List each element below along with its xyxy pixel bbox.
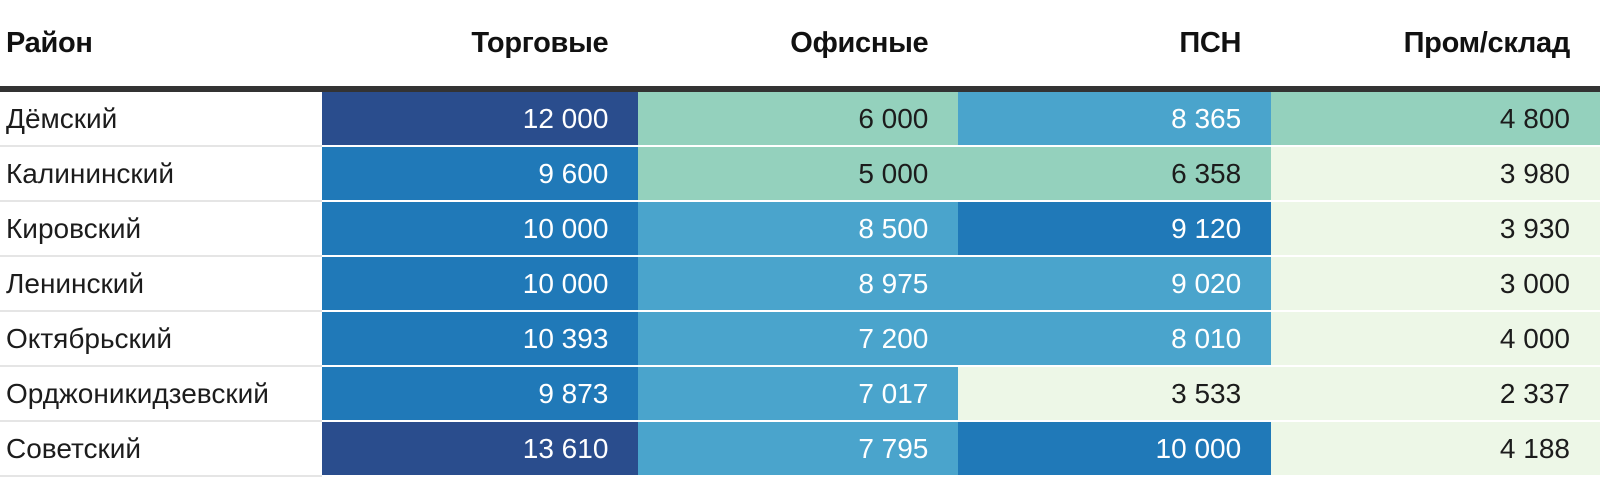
table-row: Октябрьский 10 393 7 200 8 010 4 000	[0, 312, 1600, 367]
district-name: Дёмский	[0, 92, 322, 147]
column-header-torgovye: Торговые	[471, 26, 609, 59]
heat-cell: 13 610	[321, 422, 639, 477]
table-row: Ленинский 10 000 8 975 9 020 3 000	[0, 257, 1600, 312]
district-name: Орджоникидзевский	[0, 367, 322, 422]
heat-cell: 10 000	[958, 422, 1272, 477]
heat-cell: 9 120	[958, 202, 1272, 257]
heat-cell: 4 188	[1271, 422, 1600, 477]
column-header-promsklad: Пром/склад	[1403, 26, 1571, 59]
heat-cell: 7 200	[638, 312, 959, 367]
column-header-psn: ПСН	[1179, 26, 1242, 59]
column-header-district: Район	[6, 26, 93, 59]
district-name: Ленинский	[0, 257, 322, 312]
heat-cell: 8 975	[638, 257, 959, 312]
district-name: Кировский	[0, 202, 322, 257]
heat-cell: 10 000	[321, 202, 639, 257]
heat-cell: 10 000	[321, 257, 639, 312]
district-name: Октябрьский	[0, 312, 322, 367]
heat-cell: 3 533	[958, 367, 1272, 422]
district-name: Калининский	[0, 147, 322, 202]
heat-cell: 12 000	[321, 92, 639, 147]
heat-cell: 7 795	[638, 422, 959, 477]
table-row: Советский 13 610 7 795 10 000 4 188	[0, 422, 1600, 477]
heat-cell: 8 010	[958, 312, 1272, 367]
heat-cell: 4 800	[1271, 92, 1600, 147]
heat-cell: 8 500	[638, 202, 959, 257]
heat-cell: 7 017	[638, 367, 959, 422]
heat-cell: 10 393	[321, 312, 639, 367]
heat-cell: 2 337	[1271, 367, 1600, 422]
table-row: Дёмский 12 000 6 000 8 365 4 800	[0, 92, 1600, 147]
heat-cell: 4 000	[1271, 312, 1600, 367]
table-body: Дёмский 12 000 6 000 8 365 4 800 Калининский 9…	[0, 92, 1600, 477]
table-row: Орджоникидзевский 9 873 7 017 3 533 2 337	[0, 367, 1600, 422]
heat-cell: 6 000	[638, 92, 959, 147]
table-row: Кировский 10 000 8 500 9 120 3 930	[0, 202, 1600, 257]
table-header-row: Район Торговые Офисные ПСН Пром/склад	[0, 0, 1600, 86]
heat-cell: 9 600	[321, 147, 639, 202]
heat-cell: 3 980	[1271, 147, 1600, 202]
heat-cell: 5 000	[638, 147, 959, 202]
heat-cell: 3 930	[1271, 202, 1600, 257]
heat-cell: 9 873	[321, 367, 639, 422]
heat-cell: 3 000	[1271, 257, 1600, 312]
table-row: Калининский 9 600 5 000 6 358 3 980	[0, 147, 1600, 202]
column-header-ofisnye: Офисные	[790, 26, 929, 59]
header-divider	[0, 86, 1600, 92]
heat-cell: 9 020	[958, 257, 1272, 312]
district-name: Советский	[0, 422, 322, 477]
heat-cell: 6 358	[958, 147, 1272, 202]
heat-cell: 8 365	[958, 92, 1272, 147]
